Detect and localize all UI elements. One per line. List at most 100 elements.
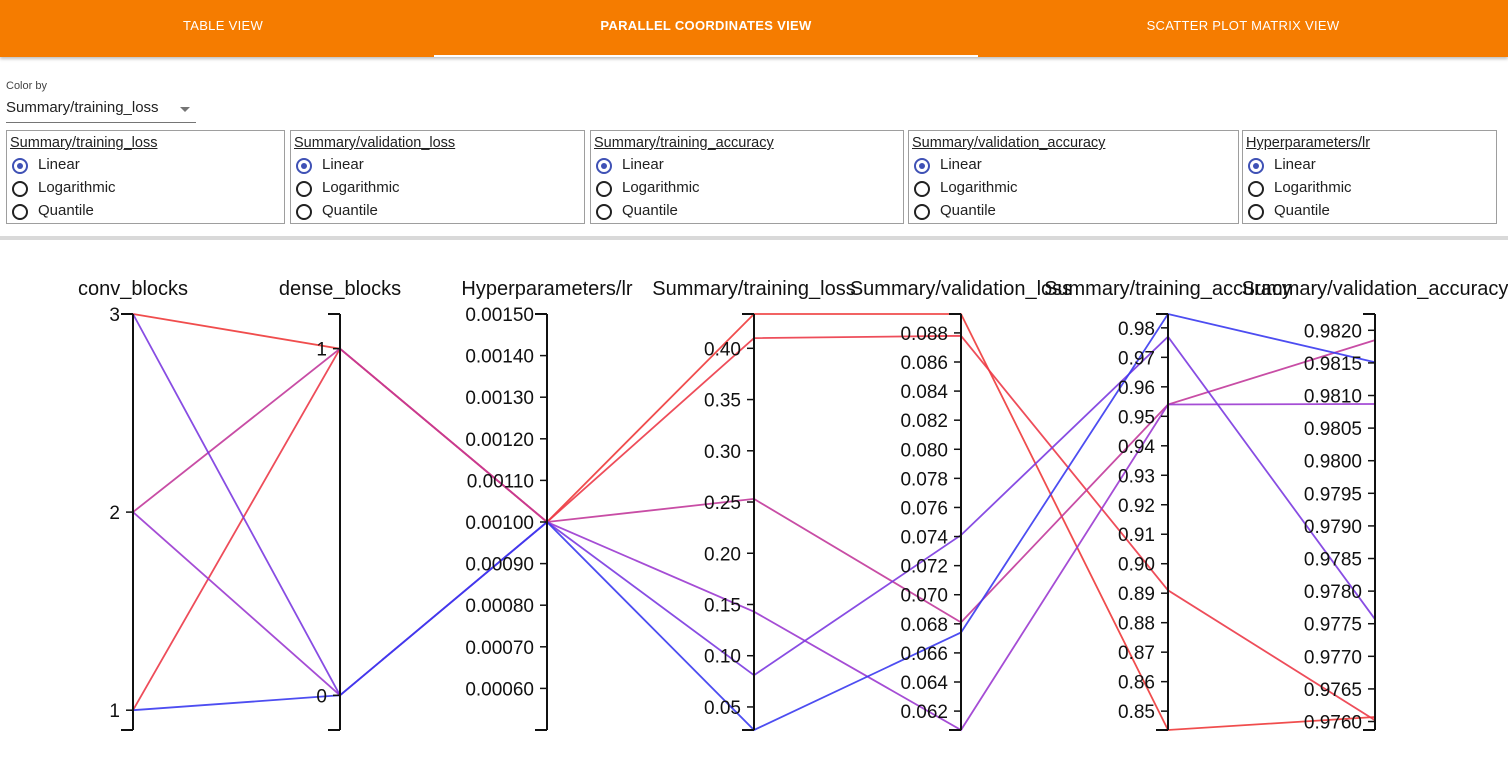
tick-label: 0.00100 xyxy=(465,513,534,534)
tick-label: 0.9790 xyxy=(1304,517,1362,538)
scale-option-label: Linear xyxy=(1274,156,1316,173)
tick-label: 0.30 xyxy=(704,442,741,463)
scale-panel-title[interactable]: Summary/validation_accuracy xyxy=(912,135,1106,151)
tick-label: 0.15 xyxy=(704,595,741,616)
tick-label: 3 xyxy=(109,305,120,326)
tick-label: 1 xyxy=(316,340,327,361)
tick-label: 0.86 xyxy=(1118,673,1155,694)
scale-option-label: Quantile xyxy=(940,202,996,219)
scale-option-label: Logarithmic xyxy=(622,179,700,196)
scale-panel: Summary/validation_loss Linear Logarithmic… xyxy=(290,130,585,224)
scale-option-label: Linear xyxy=(38,156,80,173)
radio-button[interactable] xyxy=(1248,181,1264,197)
radio-button[interactable] xyxy=(914,158,930,174)
radio-button[interactable] xyxy=(12,158,28,174)
radio-button[interactable] xyxy=(12,204,28,220)
radio-button[interactable] xyxy=(1248,204,1264,220)
scale-panel-title[interactable]: Summary/training_loss xyxy=(10,135,158,151)
tick-label: 0.084 xyxy=(900,382,948,403)
radio-button[interactable] xyxy=(596,181,612,197)
tab-table-view[interactable]: TABLE VIEW xyxy=(182,18,264,33)
tick-label: 0.070 xyxy=(900,586,948,607)
color-by-value: Summary/training_loss xyxy=(6,99,159,116)
tick-label: 0.40 xyxy=(704,339,741,360)
tick-label: 0.97 xyxy=(1118,348,1155,369)
tick-label: 0.9775 xyxy=(1304,615,1362,636)
tick-label: 0.88 xyxy=(1118,614,1155,635)
tick-label: 0.9770 xyxy=(1304,647,1362,668)
axis-title: Summary/validation_accuracy xyxy=(1242,278,1508,300)
tick-label: 0.95 xyxy=(1118,407,1155,428)
tick-label: 0.088 xyxy=(900,324,948,345)
tick-label: 0.90 xyxy=(1118,555,1155,576)
radio-button[interactable] xyxy=(296,204,312,220)
scale-option-label: Quantile xyxy=(622,202,678,219)
tick-label: 1 xyxy=(109,701,120,722)
tick-label: 0.00080 xyxy=(465,596,534,617)
scale-option-label: Linear xyxy=(940,156,982,173)
radio-button[interactable] xyxy=(596,204,612,220)
axis: Hyperparameters/lr 0.00060 0.00070 0.00080 0… xyxy=(461,278,633,731)
tick-label: 0 xyxy=(316,686,327,707)
tick-label: 0.89 xyxy=(1118,584,1155,605)
tick-label: 0.00150 xyxy=(465,305,534,326)
tick-label: 0.25 xyxy=(704,493,741,514)
tick-label: 0.93 xyxy=(1118,466,1155,487)
axis-title: Summary/training_loss xyxy=(652,278,855,300)
tick-label: 0.85 xyxy=(1118,702,1155,723)
section-divider xyxy=(0,236,1508,240)
axis-title: Summary/training_accuracy xyxy=(1044,278,1292,300)
scale-panel: Summary/training_accuracy Linear Logarithm… xyxy=(590,130,904,224)
tick-label: 0.9765 xyxy=(1304,680,1362,701)
tab-parallel-coordinates-view[interactable]: PARALLEL COORDINATES VIEW xyxy=(600,18,812,33)
tick-label: 2 xyxy=(109,503,120,524)
scale-option-label: Logarithmic xyxy=(322,179,400,196)
tick-label: 0.20 xyxy=(704,544,741,565)
tick-label: 0.00140 xyxy=(465,347,534,368)
scale-option-label: Quantile xyxy=(38,202,94,219)
axis: Summary/validation_loss 0.062 0.064 0.066 0.… xyxy=(850,278,1072,731)
tick-label: 0.00060 xyxy=(465,679,534,700)
tick-label: 0.96 xyxy=(1118,378,1155,399)
radio-button[interactable] xyxy=(914,181,930,197)
radio-button[interactable] xyxy=(1248,158,1264,174)
radio-button[interactable] xyxy=(296,181,312,197)
scale-option-label: Quantile xyxy=(1274,202,1330,219)
tick-label: 0.00130 xyxy=(465,388,534,409)
tick-label: 0.074 xyxy=(900,528,948,549)
parallel-coordinates-plot: conv_blocks 1 2 3 dense_blocks 0 1 Hyperparamet… xyxy=(78,278,1508,734)
tick-label: 0.00090 xyxy=(465,555,534,576)
scale-panel: Summary/training_loss Linear Logarithmic Qu… xyxy=(6,130,285,224)
tick-label: 0.9780 xyxy=(1304,582,1362,603)
tick-label: 0.9760 xyxy=(1304,713,1362,734)
radio-button[interactable] xyxy=(596,158,612,174)
tick-label: 0.9810 xyxy=(1304,387,1362,408)
radio-button[interactable] xyxy=(914,204,930,220)
scale-panel-title[interactable]: Summary/training_accuracy xyxy=(594,135,774,151)
axis-title: dense_blocks xyxy=(279,278,401,300)
tick-label: 0.072 xyxy=(900,557,948,578)
tick-label: 0.082 xyxy=(900,411,948,432)
tick-label: 0.078 xyxy=(900,469,948,490)
tick-label: 0.00120 xyxy=(465,430,534,451)
tick-label: 0.076 xyxy=(900,498,948,519)
tick-label: 0.00110 xyxy=(467,471,534,492)
scale-panel-title[interactable]: Hyperparameters/lr xyxy=(1246,135,1371,151)
tick-label: 0.062 xyxy=(900,702,948,723)
tick-label: 0.10 xyxy=(704,647,741,668)
color-by-label: Color by xyxy=(6,80,47,92)
axis: Summary/training_accuracy 0.85 0.86 0.87 0.8… xyxy=(1044,278,1292,731)
scale-panel-title[interactable]: Summary/validation_loss xyxy=(294,135,456,151)
axis: Summary/training_loss 0.05 0.10 0.15 0.20 0.2… xyxy=(652,278,856,731)
tick-label: 0.064 xyxy=(900,673,948,694)
color-by-select[interactable]: Summary/training_loss xyxy=(6,98,196,123)
radio-button[interactable] xyxy=(12,181,28,197)
scale-option-label: Quantile xyxy=(322,202,378,219)
tab-bar: TABLE VIEW PARALLEL COORDINATES VIEW SCA… xyxy=(0,0,1508,57)
tab-scatter-plot-matrix-view[interactable]: SCATTER PLOT MATRIX VIEW xyxy=(1146,18,1340,33)
scale-panel: Summary/validation_accuracy Linear Logarit… xyxy=(908,130,1239,224)
tick-label: 0.05 xyxy=(704,698,741,719)
tick-label: 0.086 xyxy=(900,353,948,374)
radio-button[interactable] xyxy=(296,158,312,174)
scale-panel: Hyperparameters/lr Linear Logarithmic Quant… xyxy=(1242,130,1497,224)
